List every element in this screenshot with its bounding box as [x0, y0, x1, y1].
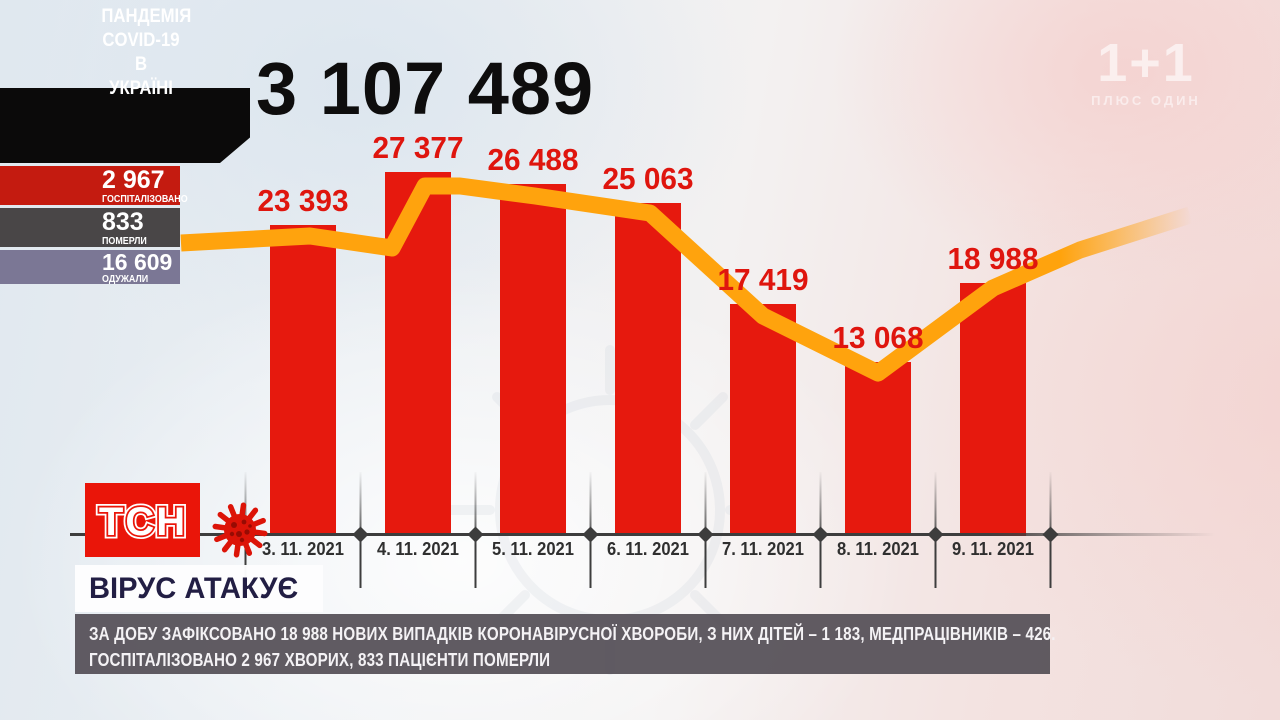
bar-7: [960, 283, 1026, 536]
banner-line-2: COVID-19: [102, 30, 180, 51]
stat-recovered-value: 16 609: [102, 249, 173, 275]
bar-4: [615, 203, 681, 536]
trend-line: [180, 177, 1193, 382]
tsn-logo-text-outline: ТСН: [99, 500, 187, 544]
bar-5: [730, 304, 796, 536]
stat-recovered-label: ОДУЖАЛИ: [102, 273, 149, 285]
channel-watermark: 1+1 ПЛЮС ОДИН: [1082, 36, 1210, 108]
bar-3: [500, 184, 566, 536]
stat-recovered: 16 609 ОДУЖАЛИ: [0, 249, 180, 285]
channel-slogan: ПЛЮС ОДИН: [1091, 93, 1201, 108]
tsn-logo-text: ТСН: [99, 500, 187, 544]
axis-diamond-marker: [927, 526, 944, 543]
axis-diamond-marker: [467, 526, 484, 543]
axis-diamond-marker: [812, 526, 829, 543]
axis-diamond-marker: [352, 526, 369, 543]
total-cases-counter: 3 107 489: [256, 47, 595, 130]
axis-diamond-marker: [582, 526, 599, 543]
tsn-logo-box: [85, 483, 200, 557]
stat-hospitalized-value: 2 967: [102, 166, 165, 194]
ticker-line-2: ГОСПІТАЛІЗОВАНО 2 967 ХВОРИХ, 833 ПАЦІЄН…: [89, 649, 551, 670]
stat-hospitalized-label: ГОСПІТАЛІЗОВАНО: [102, 193, 188, 205]
axis-diamond-marker: [697, 526, 714, 543]
channel-logo-1plus1: 1+1: [1097, 33, 1195, 93]
stat-died-label: ПОМЕРЛИ: [102, 235, 147, 247]
banner-line-3: В УКРАЇНІ: [109, 54, 173, 99]
tsn-logo: ТСН ТСН ТСН: [85, 483, 200, 557]
virus-icon: [212, 502, 268, 558]
headline-bar: ВІРУС АТАКУЄ: [75, 565, 323, 612]
stat-hospitalized: 2 967 ГОСПІТАЛІЗОВАНО: [0, 166, 188, 205]
banner-line-1: ПАНДЕМІЯ: [101, 6, 192, 27]
axis-diamond-marker: [1042, 526, 1059, 543]
pandemic-banner-text: ПАНДЕМІЯ COVID-19 В УКРАЇНІ: [96, 5, 192, 101]
bar-1: [270, 225, 336, 536]
stat-died: 833 ПОМЕРЛИ: [0, 208, 180, 247]
ticker-line-1: ЗА ДОБУ ЗАФІКСОВАНО 18 988 НОВИХ ВИПАДКІ…: [89, 623, 1056, 644]
news-ticker: ЗА ДОБУ ЗАФІКСОВАНО 18 988 НОВИХ ВИПАДКІ…: [75, 614, 1056, 674]
pandemic-banner: [0, 88, 250, 163]
headline-text: ВІРУС АТАКУЄ: [89, 572, 299, 605]
bar-6: [845, 362, 911, 536]
tsn-logo-text-ring: ТСН: [99, 500, 187, 544]
stat-died-value: 833: [102, 208, 144, 236]
